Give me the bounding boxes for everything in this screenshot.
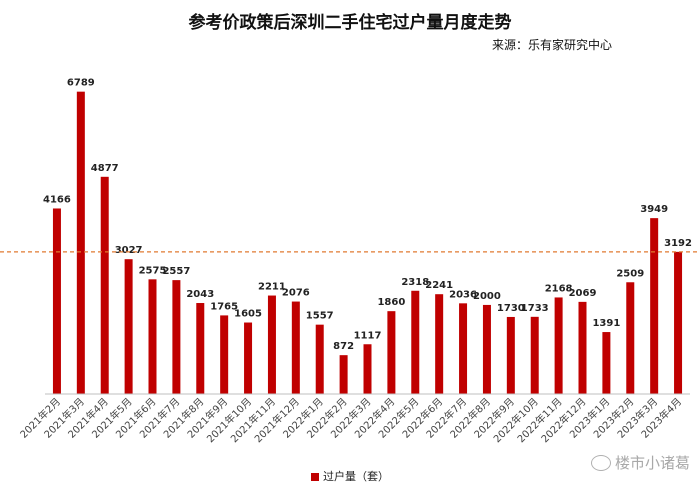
legend-swatch bbox=[311, 473, 319, 481]
data-label: 2036 bbox=[449, 289, 477, 300]
watermark-text: 楼市小诸葛 bbox=[614, 454, 690, 472]
bar bbox=[578, 301, 587, 394]
bar bbox=[674, 251, 683, 394]
bar bbox=[244, 322, 253, 394]
bar bbox=[220, 315, 229, 394]
bar bbox=[339, 355, 348, 394]
chart-source: 来源：乐有家研究中心 bbox=[491, 38, 612, 52]
wechat-icon bbox=[590, 454, 611, 471]
data-label: 2043 bbox=[186, 289, 214, 300]
bar bbox=[435, 294, 444, 394]
data-label: 1733 bbox=[521, 303, 549, 314]
legend-label: 过户量（套） bbox=[323, 470, 389, 483]
bar bbox=[100, 176, 109, 394]
data-label: 2557 bbox=[162, 266, 190, 277]
bar bbox=[76, 91, 85, 394]
data-label: 1391 bbox=[592, 318, 620, 329]
bar bbox=[148, 279, 157, 394]
data-label: 2509 bbox=[616, 268, 644, 279]
bar bbox=[506, 316, 515, 394]
chart-title: 参考价政策后深圳二手住宅过户量月度走势 bbox=[188, 13, 512, 33]
watermark: 楼市小诸葛 bbox=[590, 452, 690, 473]
bar bbox=[387, 311, 396, 394]
data-label: 4877 bbox=[91, 163, 119, 174]
data-label: 3949 bbox=[640, 204, 668, 215]
data-label: 3192 bbox=[664, 238, 692, 249]
data-label: 2076 bbox=[282, 288, 310, 299]
bar bbox=[554, 297, 563, 394]
bar bbox=[315, 324, 324, 394]
data-label: 1605 bbox=[234, 309, 262, 320]
data-label: 2318 bbox=[401, 277, 429, 288]
bar bbox=[172, 280, 181, 394]
data-label: 2211 bbox=[258, 282, 286, 293]
bar bbox=[650, 218, 659, 394]
bar bbox=[363, 344, 372, 394]
bar bbox=[124, 259, 133, 394]
bar bbox=[482, 304, 491, 394]
bar bbox=[626, 282, 635, 394]
data-label: 1117 bbox=[354, 330, 382, 341]
bar bbox=[196, 303, 205, 394]
data-label: 1557 bbox=[306, 311, 334, 322]
data-label: 3027 bbox=[115, 245, 143, 256]
bar bbox=[52, 208, 61, 394]
data-label: 6789 bbox=[67, 78, 95, 89]
bar bbox=[459, 303, 468, 394]
data-label: 1730 bbox=[497, 303, 525, 314]
data-label: 872 bbox=[333, 341, 354, 352]
data-label: 1860 bbox=[377, 297, 405, 308]
data-label: 2000 bbox=[473, 291, 501, 302]
bar bbox=[411, 290, 420, 394]
data-label: 1765 bbox=[210, 301, 238, 312]
legend: 过户量（套） bbox=[0, 468, 700, 484]
data-label: 2069 bbox=[569, 288, 597, 299]
data-label: 2168 bbox=[545, 283, 573, 294]
bar bbox=[267, 295, 276, 394]
data-label: 2575 bbox=[139, 265, 167, 276]
data-label: 4166 bbox=[43, 194, 71, 205]
bar bbox=[602, 332, 611, 394]
bar bbox=[530, 316, 539, 394]
bar bbox=[291, 301, 300, 394]
data-label: 2241 bbox=[425, 280, 453, 291]
